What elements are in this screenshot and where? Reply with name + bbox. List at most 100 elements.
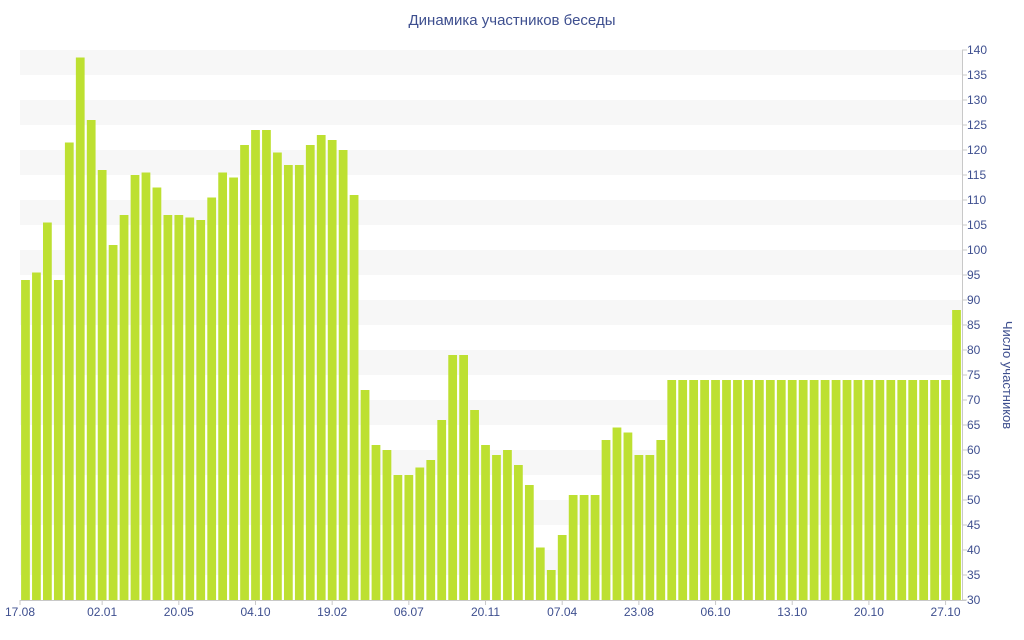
- bar: [75, 57, 85, 600]
- bar: [930, 380, 939, 600]
- bar: [240, 145, 249, 600]
- x-tick-label: 04.10: [240, 605, 270, 619]
- bar: [338, 150, 348, 600]
- bar: [886, 380, 896, 600]
- x-tick-label: 19.02: [317, 605, 347, 619]
- bar: [43, 222, 52, 600]
- bar: [809, 380, 819, 600]
- x-tick-label: 27.10: [931, 605, 961, 619]
- bar: [305, 145, 315, 600]
- grid-band: [20, 100, 962, 125]
- grid-band: [20, 150, 962, 175]
- bar: [130, 175, 140, 600]
- y-tick-label: 30: [967, 593, 981, 607]
- bar: [251, 130, 260, 600]
- bar: [426, 460, 436, 600]
- y-tick-label: 95: [967, 268, 981, 282]
- bar: [733, 380, 742, 600]
- x-tick-label: 06.10: [701, 605, 731, 619]
- bar: [21, 280, 30, 600]
- bar: [634, 455, 644, 600]
- bar: [601, 440, 611, 600]
- bar: [689, 380, 699, 600]
- y-tick-label: 105: [967, 218, 987, 232]
- bar: [831, 380, 841, 600]
- x-axis-ticks: 17.08 02.01 20.05 04.10 19.02 06.07 20.11 07.04…: [5, 600, 961, 619]
- bar: [722, 380, 731, 600]
- bar: [459, 355, 468, 600]
- x-tick-label: 17.08: [5, 605, 35, 619]
- bar: [273, 152, 282, 600]
- bar: [283, 165, 293, 600]
- bar: [152, 187, 162, 600]
- bar: [503, 450, 512, 600]
- x-tick-label: 02.01: [87, 605, 117, 619]
- y-tick-label: 75: [967, 368, 981, 382]
- x-tick-label: 13.10: [777, 605, 807, 619]
- x-tick-label: 20.10: [854, 605, 884, 619]
- x-tick-label: 23.08: [624, 605, 654, 619]
- y-tick-label: 110: [967, 193, 986, 207]
- bar: [514, 465, 523, 600]
- y-tick-label: 55: [967, 468, 981, 482]
- y-tick-label: 70: [967, 393, 981, 407]
- bar-series: [21, 57, 961, 600]
- x-tick-label: 20.05: [164, 605, 194, 619]
- bar: [163, 215, 173, 600]
- bar: [64, 142, 74, 600]
- bar: [853, 380, 863, 600]
- y-tick-label: 135: [967, 68, 987, 82]
- bar: [678, 380, 688, 600]
- bar: [371, 445, 381, 600]
- y-axis-title: Число участников: [1000, 321, 1015, 429]
- y-tick-label: 80: [967, 343, 981, 357]
- bar: [623, 432, 633, 600]
- bar: [316, 135, 326, 600]
- bar: [612, 427, 622, 600]
- y-tick-label: 130: [967, 93, 987, 107]
- bar: [645, 455, 655, 600]
- chart-title: Динамика участников беседы: [408, 12, 616, 29]
- x-tick-label: 07.04: [547, 605, 577, 619]
- y-axis-ticks: 30 35 40 45 50 55 60 65 70 75 80 85 90 95 100 105 110 115…: [962, 43, 987, 607]
- y-tick-label: 50: [967, 493, 981, 507]
- y-tick-label: 45: [967, 518, 981, 532]
- y-tick-label: 40: [967, 543, 981, 557]
- bar: [207, 197, 217, 600]
- bar: [437, 420, 447, 600]
- bar: [754, 380, 764, 600]
- y-tick-label: 100: [967, 243, 987, 257]
- bar: [294, 165, 304, 600]
- grid-band: [20, 50, 962, 75]
- bar: [897, 380, 907, 600]
- bar: [492, 455, 501, 600]
- y-tick-label: 60: [967, 443, 981, 457]
- bar: [174, 215, 184, 600]
- bar: [568, 495, 578, 600]
- bar: [470, 410, 479, 600]
- bar: [875, 380, 885, 600]
- bar: [842, 380, 852, 600]
- bar: [579, 495, 589, 600]
- bar: [448, 355, 458, 600]
- bar: [952, 310, 961, 600]
- bar: [776, 380, 786, 600]
- bar: [908, 380, 918, 600]
- bar: [700, 380, 709, 600]
- y-tick-label: 65: [967, 418, 981, 432]
- bar: [798, 380, 808, 600]
- y-tick-label: 140: [967, 43, 987, 57]
- bar: [97, 170, 107, 600]
- bar: [349, 195, 359, 600]
- y-tick-label: 35: [967, 568, 981, 582]
- bar: [820, 380, 830, 600]
- y-tick-label: 115: [967, 168, 986, 182]
- bar: [656, 440, 666, 600]
- bar: [546, 570, 556, 600]
- y-tick-label: 85: [967, 318, 981, 332]
- bar: [524, 485, 534, 600]
- bar: [32, 272, 41, 600]
- bar: [393, 475, 403, 600]
